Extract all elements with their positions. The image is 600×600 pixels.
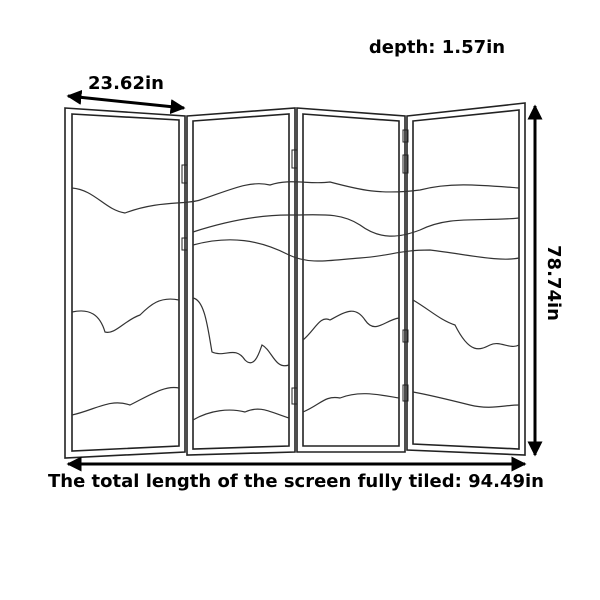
width-label: 23.62in — [88, 73, 164, 94]
panel — [186, 107, 296, 456]
panel — [64, 107, 186, 459]
ridge — [71, 386, 520, 421]
panel-inner — [302, 113, 400, 447]
width-arrow — [66, 89, 186, 115]
depth-label: depth: 1.57in — [369, 37, 505, 58]
panel-inner — [412, 109, 520, 450]
ridge — [71, 181, 520, 214]
panels — [64, 102, 526, 459]
height-label: 78.74in — [543, 245, 564, 321]
hinges — [181, 129, 409, 405]
stripes — [75, 116, 518, 370]
ridge — [192, 214, 520, 237]
panel-inner — [71, 113, 180, 452]
mountains — [71, 181, 520, 421]
panel-inner — [192, 113, 290, 450]
panel — [296, 107, 406, 453]
ridge — [192, 239, 520, 262]
length-label: The total length of the screen fully til… — [48, 471, 544, 492]
panel — [406, 102, 526, 456]
dimension-arrows — [66, 89, 543, 472]
ridge — [71, 297, 520, 367]
